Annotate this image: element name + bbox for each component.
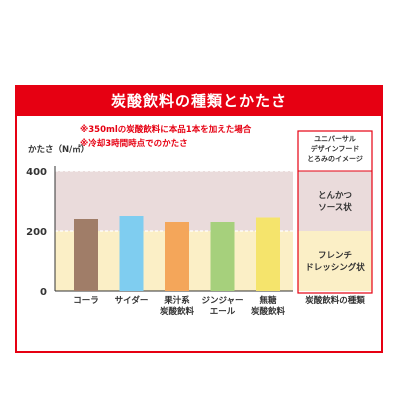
y-tick-label-0: 0 bbox=[40, 287, 47, 298]
x-tick-label-2: 果汁系炭酸飲料 bbox=[160, 295, 195, 317]
y-tick-label-1: 200 bbox=[26, 227, 47, 238]
bar-3 bbox=[210, 222, 235, 291]
y-tick-label-2: 400 bbox=[26, 167, 47, 178]
x-tick-label-4: 無糖炭酸飲料 bbox=[251, 295, 286, 317]
side-band-0 bbox=[298, 171, 372, 231]
band-label-1: フレンチドレッシング状 bbox=[305, 251, 365, 273]
side-header: ユニバーサルデザインフードとろみのイメージ bbox=[307, 135, 363, 163]
bar-0 bbox=[74, 219, 98, 291]
band-label-0: とんかつソース状 bbox=[318, 191, 352, 213]
note-2: ※冷却3時間時点でのかたさ bbox=[80, 139, 188, 149]
side-column-frame bbox=[297, 130, 373, 294]
bar-1 bbox=[119, 216, 144, 291]
side-band-1 bbox=[298, 231, 372, 291]
x-tick-label-0: コーラ bbox=[73, 296, 99, 306]
bar-2 bbox=[165, 222, 189, 291]
x-tick-label-1: サイダー bbox=[115, 295, 149, 306]
bar-4 bbox=[256, 217, 280, 291]
x-axis-caption: 炭酸飲料の種類 bbox=[305, 295, 365, 306]
chart-title: 炭酸飲料の種類とかたさ bbox=[17, 87, 381, 116]
x-tick-label-3: ジンジャーエール bbox=[201, 296, 243, 317]
y-axis-label: かたさ（N/㎡） bbox=[28, 144, 89, 155]
note-1: ※350mlの炭酸飲料に本品1本を加えた場合 bbox=[80, 125, 252, 135]
